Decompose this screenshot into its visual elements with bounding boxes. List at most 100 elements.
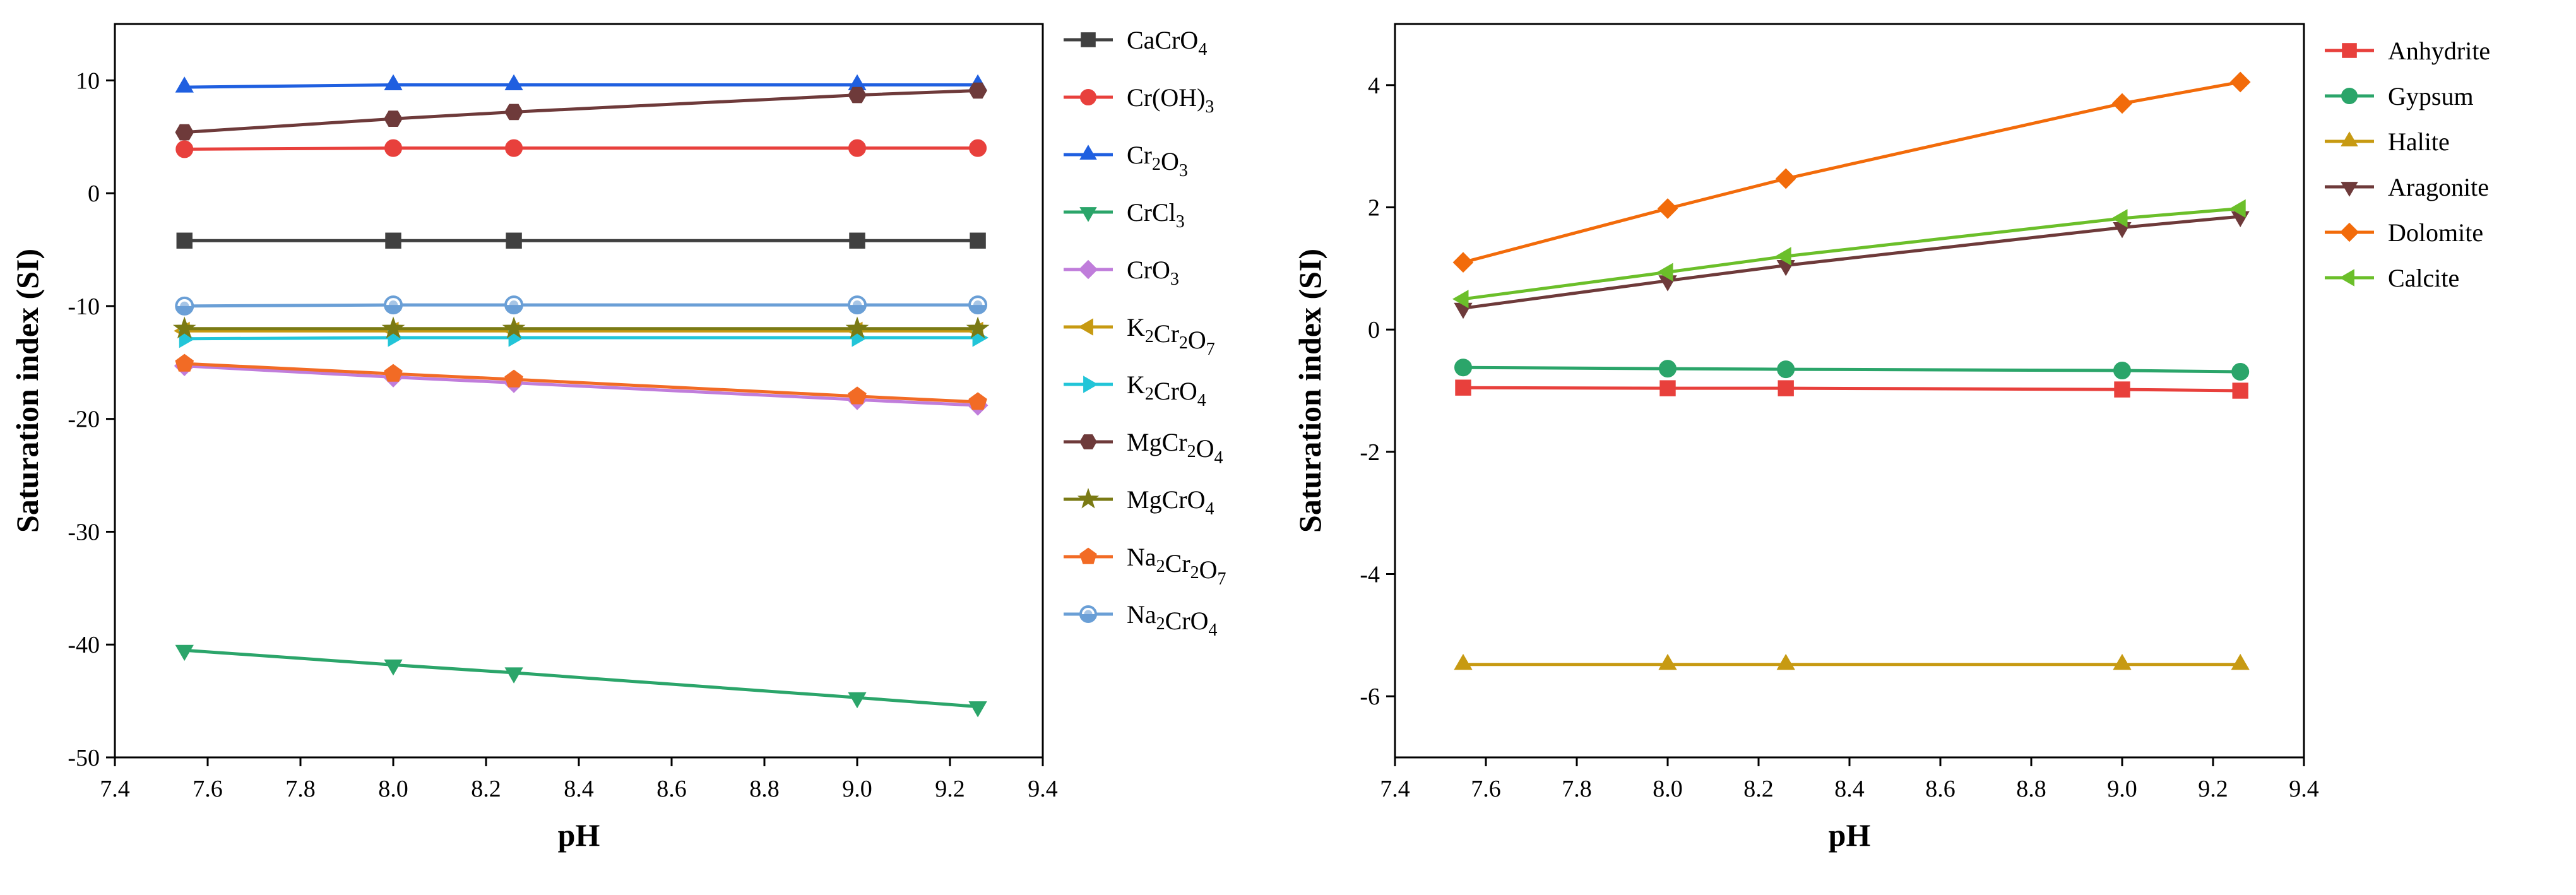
legend-label: MgCrO4	[1127, 485, 1214, 519]
data-point	[1775, 168, 1796, 189]
x-tick-label: 8.6	[1925, 776, 1956, 802]
x-tick-label: 8.2	[1743, 776, 1774, 802]
legend-entry: CrO3	[1064, 256, 1179, 289]
data-point	[848, 139, 866, 157]
data-point	[2113, 222, 2132, 239]
y-tick-label: 10	[76, 68, 100, 94]
legend-entry: CaCrO4	[1064, 26, 1207, 59]
y-tick-label: 4	[1368, 73, 1380, 99]
y-tick-label: 0	[1368, 317, 1380, 343]
legend-entry: Anhydrite	[2325, 37, 2490, 65]
legend-label: CaCrO4	[1127, 26, 1207, 59]
data-point	[175, 76, 194, 93]
data-point	[1454, 653, 1473, 670]
data-point	[2231, 653, 2250, 670]
data-point	[1776, 260, 1795, 276]
legend-marker	[1080, 89, 1096, 105]
legend-label: Anhydrite	[2388, 37, 2490, 65]
legend-label: Na2CrO4	[1127, 600, 1218, 640]
x-tick-label: 8.6	[656, 776, 687, 802]
data-point	[504, 667, 523, 684]
data-point	[504, 295, 524, 315]
data-point	[848, 86, 867, 104]
legend-marker	[1081, 32, 1096, 47]
data-point	[384, 659, 403, 676]
series-Na2CrO4	[175, 295, 988, 316]
legend-marker	[2342, 43, 2357, 58]
legend-marker	[1079, 207, 1097, 222]
legend-label: Calcite	[2388, 264, 2459, 292]
x-tick-label: 8.8	[2016, 776, 2046, 802]
y-tick-label: -20	[68, 406, 100, 433]
x-tick-label: 8.4	[1834, 776, 1865, 802]
legend-entry: Gypsum	[2325, 82, 2474, 110]
data-point	[968, 701, 987, 718]
legend-marker	[1079, 605, 1097, 623]
legend-entry: Na2Cr2O7	[1064, 543, 1226, 589]
x-tick-label: 7.8	[1562, 776, 1592, 802]
series-CrO3	[174, 355, 988, 416]
data-point	[1778, 380, 1794, 396]
series-Na2Cr2O7	[175, 353, 987, 410]
x-tick-label: 8.2	[471, 776, 501, 802]
data-point	[2114, 381, 2130, 398]
data-point	[968, 82, 987, 99]
series-Halite	[1454, 653, 2250, 670]
series-MgCrO4	[172, 316, 990, 339]
data-point	[848, 692, 867, 709]
legend-entry: K2CrO4	[1064, 370, 1206, 410]
data-point	[1659, 360, 1677, 378]
data-point	[2111, 209, 2128, 228]
data-point	[384, 139, 402, 157]
legend-label: CrCl3	[1127, 198, 1185, 232]
legend-entry: Cr(OH)3	[1064, 83, 1214, 117]
data-point	[384, 74, 403, 90]
data-point	[1659, 380, 1676, 396]
legend-marker	[2339, 222, 2359, 242]
data-point	[845, 316, 869, 339]
legend-marker	[2341, 131, 2358, 146]
x-tick-label: 8.0	[378, 776, 408, 802]
legend-entry: CrCl3	[1064, 198, 1185, 232]
legend-entry: Dolomite	[2325, 218, 2483, 247]
data-point	[172, 316, 196, 339]
legend-entry: K2Cr2O7	[1064, 313, 1215, 359]
y-tick-label: -6	[1360, 684, 1380, 710]
series-Gypsum	[1454, 359, 2250, 381]
data-point	[505, 139, 523, 157]
series-Anhydrite	[1455, 379, 2248, 399]
x-tick-label: 8.8	[749, 776, 780, 802]
series-Dolomite	[1452, 71, 2251, 273]
legend-marker	[1078, 318, 1093, 336]
legend-label: Gypsum	[2388, 82, 2474, 110]
data-point	[175, 353, 194, 372]
chart-panel-1: 7.4 7.6 7.8 8.0 8.2 8.4 8.6 8.8 9.0 9.2 9.4 -50 -40 -…	[9, 23, 1226, 853]
x-tick-label: 9.4	[1028, 776, 1058, 802]
x-tick-label: 7.6	[193, 776, 223, 802]
data-point	[1775, 247, 1791, 266]
data-point	[504, 104, 523, 121]
data-point	[1452, 290, 1469, 309]
data-point	[504, 74, 523, 90]
series-Cr2O3	[175, 74, 987, 93]
x-tick-label: 9.0	[2107, 776, 2137, 802]
data-point	[1657, 263, 1673, 282]
legend-entry: MgCrO4	[1064, 485, 1214, 519]
plot-frame	[114, 23, 1044, 759]
data-point	[502, 316, 526, 339]
x-tick-label: 9.2	[2198, 776, 2228, 802]
legend-marker	[1079, 145, 1097, 160]
data-point	[506, 232, 522, 249]
data-point	[966, 316, 990, 339]
legend-marker	[2341, 182, 2358, 197]
legend-entry: Aragonite	[2325, 173, 2489, 201]
series-Calcite	[1452, 199, 2246, 309]
legend-marker	[2341, 88, 2358, 104]
data-point	[2231, 362, 2250, 381]
x-tick-label: 9.2	[935, 776, 965, 802]
y-tick-label: -40	[68, 632, 100, 658]
legend-marker	[2339, 269, 2354, 287]
data-point	[2111, 93, 2133, 114]
legend-marker	[1077, 487, 1100, 509]
